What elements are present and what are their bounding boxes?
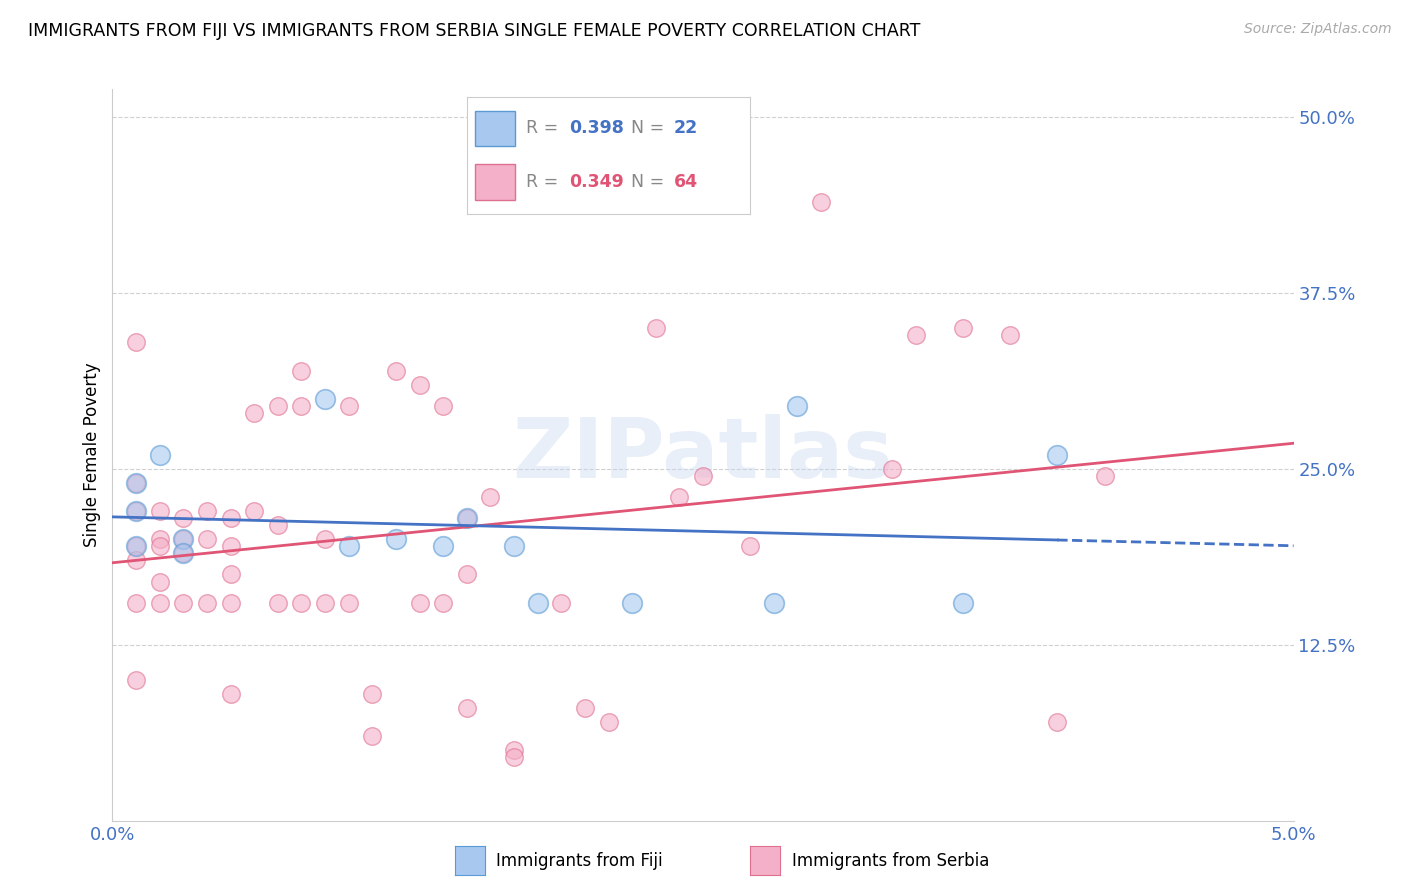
Point — [1046, 715, 1069, 730]
Text: Source: ZipAtlas.com: Source: ZipAtlas.com — [1244, 22, 1392, 37]
Point — [456, 511, 478, 525]
Point — [125, 539, 148, 553]
Point — [243, 406, 266, 420]
Point — [456, 511, 478, 525]
Point — [786, 399, 808, 413]
Point — [195, 504, 218, 518]
Point — [219, 539, 242, 553]
Point — [314, 392, 336, 406]
Point — [219, 567, 242, 582]
Point — [314, 533, 336, 547]
Point — [172, 596, 194, 610]
Point — [432, 596, 454, 610]
Point — [125, 476, 148, 491]
Point — [267, 596, 290, 610]
Point — [149, 539, 172, 553]
Point — [574, 701, 596, 715]
Point — [125, 673, 148, 687]
Point — [740, 539, 762, 553]
Point — [598, 715, 620, 730]
Point — [456, 701, 478, 715]
Point — [952, 596, 974, 610]
Point — [149, 596, 172, 610]
Point — [668, 490, 690, 504]
Point — [172, 546, 194, 560]
Point — [904, 328, 927, 343]
Point — [337, 596, 360, 610]
Point — [290, 363, 312, 377]
Y-axis label: Single Female Poverty: Single Female Poverty — [83, 363, 101, 547]
Point — [1094, 469, 1116, 483]
Point — [361, 729, 384, 743]
Point — [550, 596, 572, 610]
Point — [125, 539, 148, 553]
Point — [810, 194, 832, 209]
Point — [337, 399, 360, 413]
Point — [385, 363, 408, 377]
Point — [172, 511, 194, 525]
Point — [314, 596, 336, 610]
Point — [692, 469, 714, 483]
Point — [456, 567, 478, 582]
Point — [526, 596, 548, 610]
Point — [149, 504, 172, 518]
Point — [408, 377, 430, 392]
Point — [290, 596, 312, 610]
Point — [361, 687, 384, 701]
Point — [503, 743, 526, 757]
Point — [219, 511, 242, 525]
Point — [621, 596, 644, 610]
Point — [125, 504, 148, 518]
Point — [149, 448, 172, 462]
Point — [149, 533, 172, 547]
Point — [195, 533, 218, 547]
Text: ZIPatlas: ZIPatlas — [513, 415, 893, 495]
Point — [125, 553, 148, 567]
Point — [1046, 448, 1069, 462]
Point — [337, 539, 360, 553]
Text: Immigrants from Serbia: Immigrants from Serbia — [792, 852, 988, 870]
Point — [125, 476, 148, 491]
Point — [172, 533, 194, 547]
Point — [219, 596, 242, 610]
Point — [503, 539, 526, 553]
Point — [479, 490, 502, 504]
Point — [644, 321, 666, 335]
Point — [125, 596, 148, 610]
Point — [880, 462, 903, 476]
Point — [432, 399, 454, 413]
Point — [172, 533, 194, 547]
Point — [952, 321, 974, 335]
Point — [267, 518, 290, 533]
Point — [149, 574, 172, 589]
Point — [125, 504, 148, 518]
Point — [385, 533, 408, 547]
Point — [195, 596, 218, 610]
Point — [290, 399, 312, 413]
Text: Immigrants from Fiji: Immigrants from Fiji — [496, 852, 664, 870]
Point — [432, 539, 454, 553]
Point — [172, 546, 194, 560]
Point — [408, 596, 430, 610]
Text: IMMIGRANTS FROM FIJI VS IMMIGRANTS FROM SERBIA SINGLE FEMALE POVERTY CORRELATION: IMMIGRANTS FROM FIJI VS IMMIGRANTS FROM … — [28, 22, 921, 40]
Point — [267, 399, 290, 413]
Point — [998, 328, 1021, 343]
Point — [219, 687, 242, 701]
Point — [125, 335, 148, 350]
Point — [762, 596, 785, 610]
Point — [503, 750, 526, 764]
Point — [243, 504, 266, 518]
